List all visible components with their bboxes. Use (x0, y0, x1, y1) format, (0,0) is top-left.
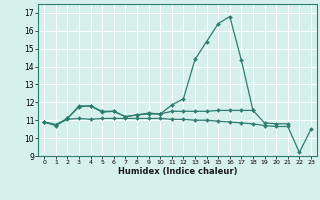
X-axis label: Humidex (Indice chaleur): Humidex (Indice chaleur) (118, 167, 237, 176)
